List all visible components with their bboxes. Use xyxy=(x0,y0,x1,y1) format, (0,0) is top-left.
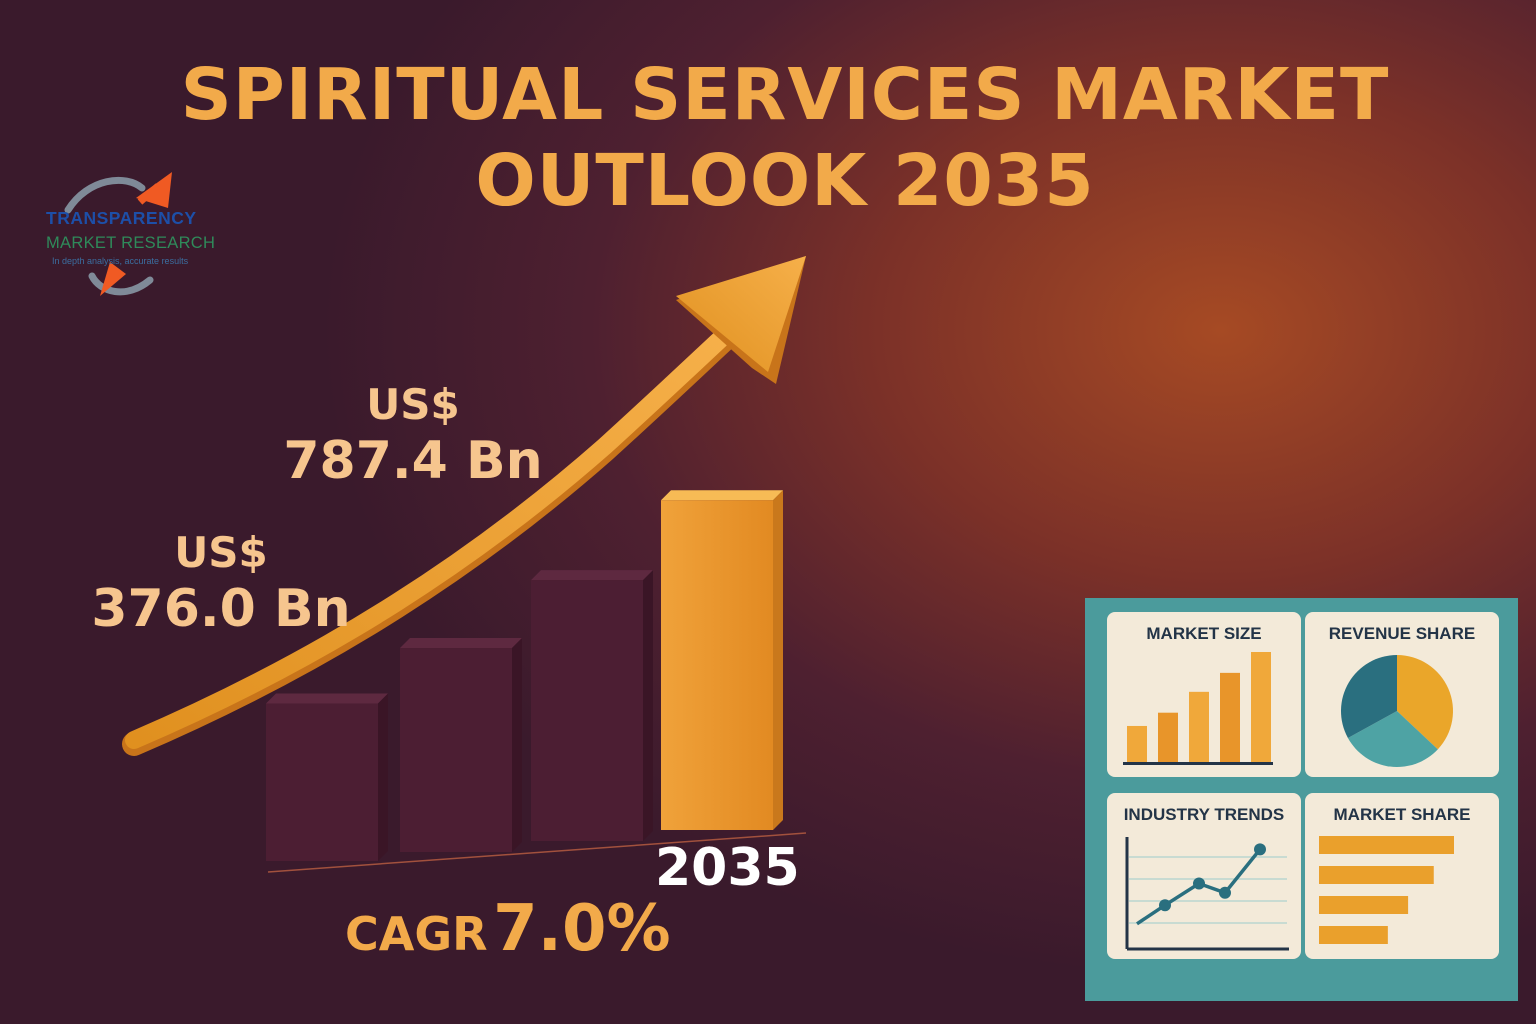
revenue-share-title: REVENUE SHARE xyxy=(1328,624,1476,643)
market-share-bar xyxy=(1319,896,1409,914)
value-label-low: US$ 376.0 Bn xyxy=(86,528,356,640)
revenue-share-card: REVENUE SHARE xyxy=(1305,612,1499,777)
cagr-stat: CAGR 7.0% xyxy=(345,892,671,966)
value-label-low-amount: 376.0 Bn xyxy=(91,579,351,639)
trend-point xyxy=(1159,899,1171,912)
value-label-low-currency: US$ xyxy=(174,528,268,577)
market-share-bar xyxy=(1319,836,1454,854)
revenue-share-pie xyxy=(1341,655,1453,767)
value-label-high-amount: 787.4 Bn xyxy=(283,431,543,491)
page-title: SPIRITUAL SERVICES MARKET OUTLOOK 2035 xyxy=(180,53,1390,222)
bar-2 xyxy=(400,638,522,852)
market-share-title: MARKET SHARE xyxy=(1333,805,1471,824)
market-share-bar xyxy=(1319,866,1434,884)
market-size-bar xyxy=(1251,652,1271,762)
x-tick-label-2035: 2035 xyxy=(655,838,800,898)
trend-point xyxy=(1254,843,1266,856)
pie-slice-teal xyxy=(1347,711,1438,767)
logo-text-secondary: MARKET RESEARCH xyxy=(46,234,216,252)
industry-trends-card: INDUSTRY TRENDS xyxy=(1107,793,1301,959)
chart-baseline xyxy=(267,832,807,873)
logo-tagline: In depth analysis, accurate results xyxy=(52,256,189,266)
logo-swoosh-icon xyxy=(64,172,172,296)
market-size-chart xyxy=(1123,652,1273,765)
bar-1 xyxy=(266,693,388,861)
bar-4 xyxy=(661,490,783,830)
market-size-bar xyxy=(1158,712,1178,762)
market-size-card: MARKET SIZE xyxy=(1107,612,1301,777)
industry-trends-title: INDUSTRY TRENDS xyxy=(1123,805,1285,824)
market-size-bar xyxy=(1127,725,1147,762)
logo-text-primary: TRANSPARENCY xyxy=(46,208,197,228)
value-label-high: US$ 787.4 Bn xyxy=(278,380,548,492)
trend-point xyxy=(1219,886,1231,899)
market-size-title: MARKET SIZE xyxy=(1146,624,1262,643)
value-label-high-currency: US$ xyxy=(366,380,460,429)
market-share-card: MARKET SHARE xyxy=(1305,793,1499,959)
market-share-chart xyxy=(1319,836,1454,944)
company-logo: TRANSPARENCY MARKET RESEARCH In depth an… xyxy=(40,170,230,300)
industry-trends-chart xyxy=(1125,837,1289,951)
dashboard-panel: MARKET SIZE REVENUE SHARE INDUSTRY TREND… xyxy=(1085,598,1518,1001)
market-size-bar xyxy=(1189,691,1209,762)
pie-slice-dark-teal xyxy=(1341,655,1397,738)
cagr-value: 7.0% xyxy=(493,892,671,966)
market-size-bar xyxy=(1220,672,1240,762)
trend-arrow xyxy=(122,256,806,756)
cagr-label: CAGR xyxy=(345,907,488,961)
bar-3 xyxy=(531,570,653,841)
trend-point xyxy=(1193,877,1205,890)
market-share-bar xyxy=(1319,926,1388,944)
pie-slice-orange xyxy=(1397,655,1453,750)
